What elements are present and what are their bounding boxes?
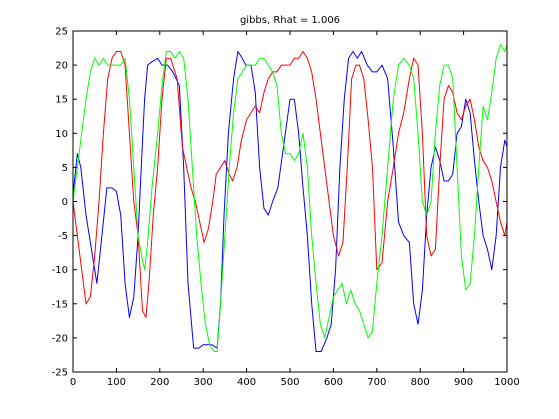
y-tick-label: -25 [52, 368, 68, 379]
x-tick-label: 700 [367, 377, 386, 388]
x-tick-label: 800 [411, 377, 430, 388]
y-tick-label: -20 [52, 333, 68, 344]
x-tick-label: 200 [150, 377, 169, 388]
series-line-2 [72, 50, 508, 318]
x-tick-label: 300 [194, 377, 213, 388]
x-tick-label: 400 [237, 377, 256, 388]
y-tick-label: -5 [58, 231, 68, 242]
x-tick-label: 500 [280, 377, 299, 388]
y-axis: -25 -20 -15 -10 -5 0 5 10 15 20 25 [52, 27, 507, 379]
y-tick-label: 5 [62, 163, 68, 174]
plot-area-frame [72, 30, 508, 373]
series-line-3 [72, 44, 508, 353]
x-axis: 0 100 200 300 400 500 600 700 800 900 1000 [70, 31, 520, 388]
x-tick-label: 1000 [494, 377, 519, 388]
y-tick-label: 0 [62, 197, 68, 208]
chart-title: gibbs, Rhat = 1.006 [240, 15, 340, 26]
x-tick-label: 100 [107, 377, 126, 388]
x-tick-label: 600 [324, 377, 343, 388]
y-tick-label: 10 [55, 129, 68, 140]
y-tick-label: -15 [52, 299, 68, 310]
y-tick-label: 25 [55, 27, 68, 38]
y-tick-label: -10 [52, 265, 68, 276]
y-tick-label: 20 [55, 61, 68, 72]
y-tick-label: 15 [55, 95, 68, 106]
series-line-1 [72, 50, 508, 353]
series-layer [72, 44, 508, 353]
x-tick-label: 0 [70, 377, 76, 388]
x-tick-label: 900 [454, 377, 473, 388]
